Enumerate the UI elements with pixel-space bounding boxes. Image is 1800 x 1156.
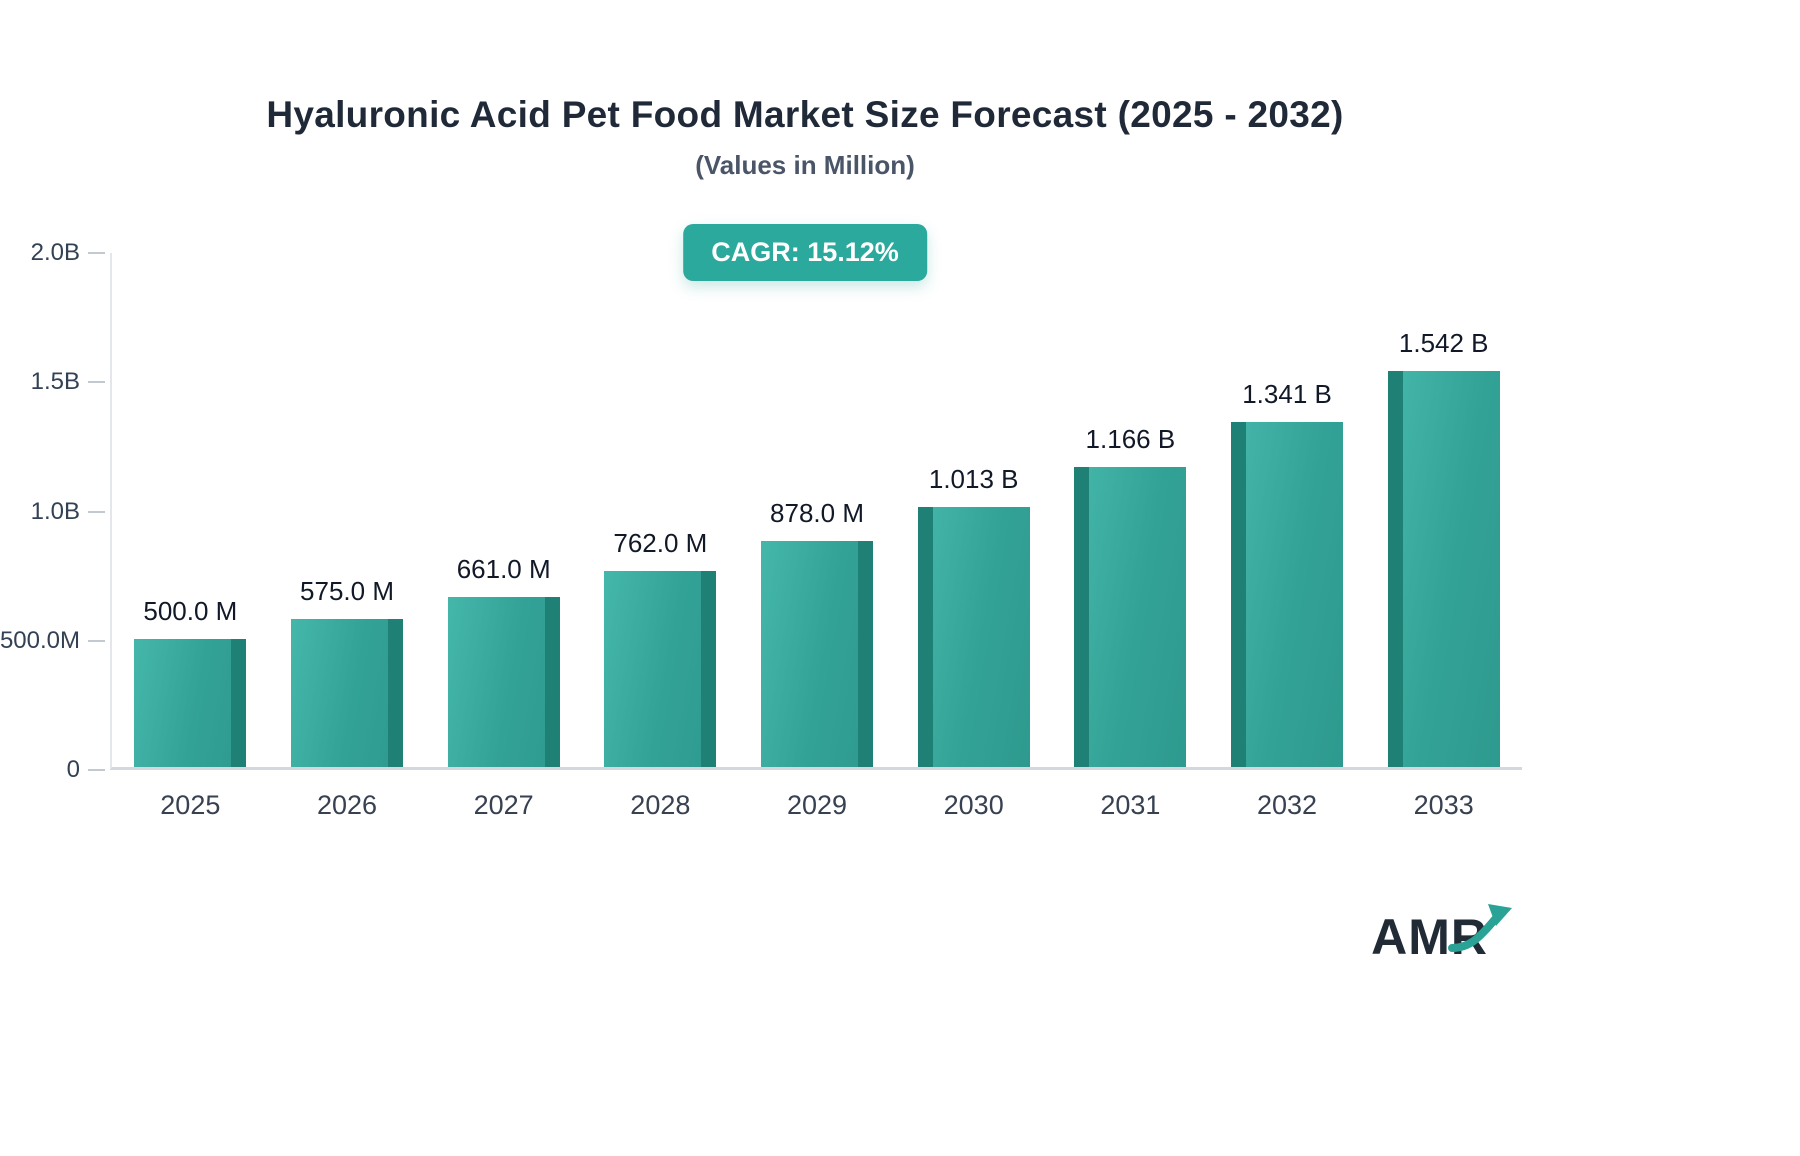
bar-column-2027: 661.0 M 2027 bbox=[425, 253, 582, 820]
bar-column-2026: 575.0 M 2026 bbox=[269, 253, 426, 820]
bar-value-label-2025: 500.0 M bbox=[143, 595, 238, 626]
bar-2026 bbox=[291, 619, 403, 767]
bar-2027 bbox=[447, 597, 560, 767]
y-axis-label-500.0M: 500.0M bbox=[0, 626, 80, 654]
bar-3d-side bbox=[1074, 467, 1090, 767]
x-axis-label-2031: 2031 bbox=[1100, 790, 1161, 820]
chart-subtitle: (Values in Million) bbox=[695, 150, 915, 180]
bar-value-label-2026: 575.0 M bbox=[300, 576, 394, 607]
y-axis-tick bbox=[88, 639, 105, 642]
bar-column-2033: 1.542 B 2033 bbox=[1365, 253, 1522, 820]
bar-column-2030: 1.013 B 2030 bbox=[895, 253, 1052, 820]
bar-2029 bbox=[761, 541, 874, 767]
bars-container: 500.0 M 2025 575.0 M 2026 661.0 M 2027 762.0 M… bbox=[112, 253, 1522, 820]
y-axis: 0 500.0M 1.0B 1.5B 2.0B bbox=[0, 239, 80, 783]
bar-3d-side bbox=[544, 597, 560, 767]
bar-value-label-2029: 878.0 M bbox=[770, 498, 864, 529]
bar-3d-side bbox=[917, 506, 933, 767]
x-axis-label-2032: 2032 bbox=[1256, 790, 1318, 820]
y-axis-label-0: 0 bbox=[66, 756, 80, 783]
bar-3d-side bbox=[231, 638, 247, 767]
bar-2025 bbox=[134, 638, 247, 767]
bar-value-label-2032: 1.341 B bbox=[1242, 379, 1332, 410]
bar-column-2025: 500.0 M 2025 bbox=[112, 253, 269, 820]
cagr-badge-label: CAGR: 15.12% bbox=[711, 237, 899, 267]
amr-logo-text: AMR bbox=[1371, 909, 1488, 965]
bar-column-2032: 1.341 B 2032 bbox=[1209, 253, 1366, 820]
bar-2032 bbox=[1231, 422, 1344, 767]
bar-3d-side bbox=[858, 541, 874, 767]
plot-area: 500.0 M 2025 575.0 M 2026 661.0 M 2027 762.0 M… bbox=[110, 253, 1522, 820]
x-axis-label-2029: 2029 bbox=[786, 790, 848, 820]
x-axis-label-2026: 2026 bbox=[316, 790, 378, 820]
chart-title: Hyaluronic Acid Pet Food Market Size For… bbox=[266, 94, 1344, 135]
y-axis-label-1.0B: 1.0B bbox=[30, 497, 80, 525]
y-axis-tick bbox=[88, 381, 105, 384]
x-axis-label-2030: 2030 bbox=[943, 790, 1004, 820]
y-axis-tick bbox=[88, 252, 105, 254]
bar-value-label-2031: 1.166 B bbox=[1085, 424, 1176, 455]
bar-3d-side bbox=[701, 571, 717, 767]
y-axis-tick bbox=[88, 769, 105, 771]
x-axis-label-2028: 2028 bbox=[630, 790, 691, 820]
bar-3d-side bbox=[388, 619, 403, 767]
bar-value-label-2028: 762.0 M bbox=[613, 528, 708, 559]
x-axis-label-2027: 2027 bbox=[473, 790, 534, 820]
x-axis-label-2025: 2025 bbox=[160, 790, 221, 820]
bar-column-2031: 1.166 B 2031 bbox=[1052, 253, 1209, 820]
bar-value-label-2030: 1.013 B bbox=[928, 463, 1019, 494]
bar-3d-side bbox=[1387, 370, 1403, 767]
growth-arrow-icon bbox=[1448, 904, 1512, 952]
y-axis-label-1.5B: 1.5B bbox=[30, 368, 80, 396]
bar-2033 bbox=[1387, 370, 1500, 767]
x-axis-label-2033: 2033 bbox=[1413, 790, 1474, 820]
bar-value-label-2033: 1.542 B bbox=[1398, 327, 1489, 358]
bar-value-label-2027: 661.0 M bbox=[456, 554, 551, 585]
amr-logo: AMR bbox=[1371, 904, 1512, 966]
bar-2028 bbox=[604, 571, 717, 767]
bar-2031 bbox=[1074, 467, 1187, 767]
cagr-badge: CAGR: 15.12% bbox=[683, 224, 927, 281]
y-axis-label-2.0B: 2.0B bbox=[30, 239, 80, 266]
bar-column-2028: 762.0 M 2028 bbox=[582, 253, 739, 820]
bar-2030 bbox=[917, 506, 1030, 767]
y-axis-tick bbox=[88, 510, 105, 513]
bar-3d-side bbox=[1231, 422, 1247, 767]
bar-chart: 0 500.0M 1.0B 1.5B 2.0B 500.0 M 2025 575.0 M 20… bbox=[0, 239, 1800, 820]
bar-column-2029: 878.0 M 2029 bbox=[739, 253, 896, 820]
